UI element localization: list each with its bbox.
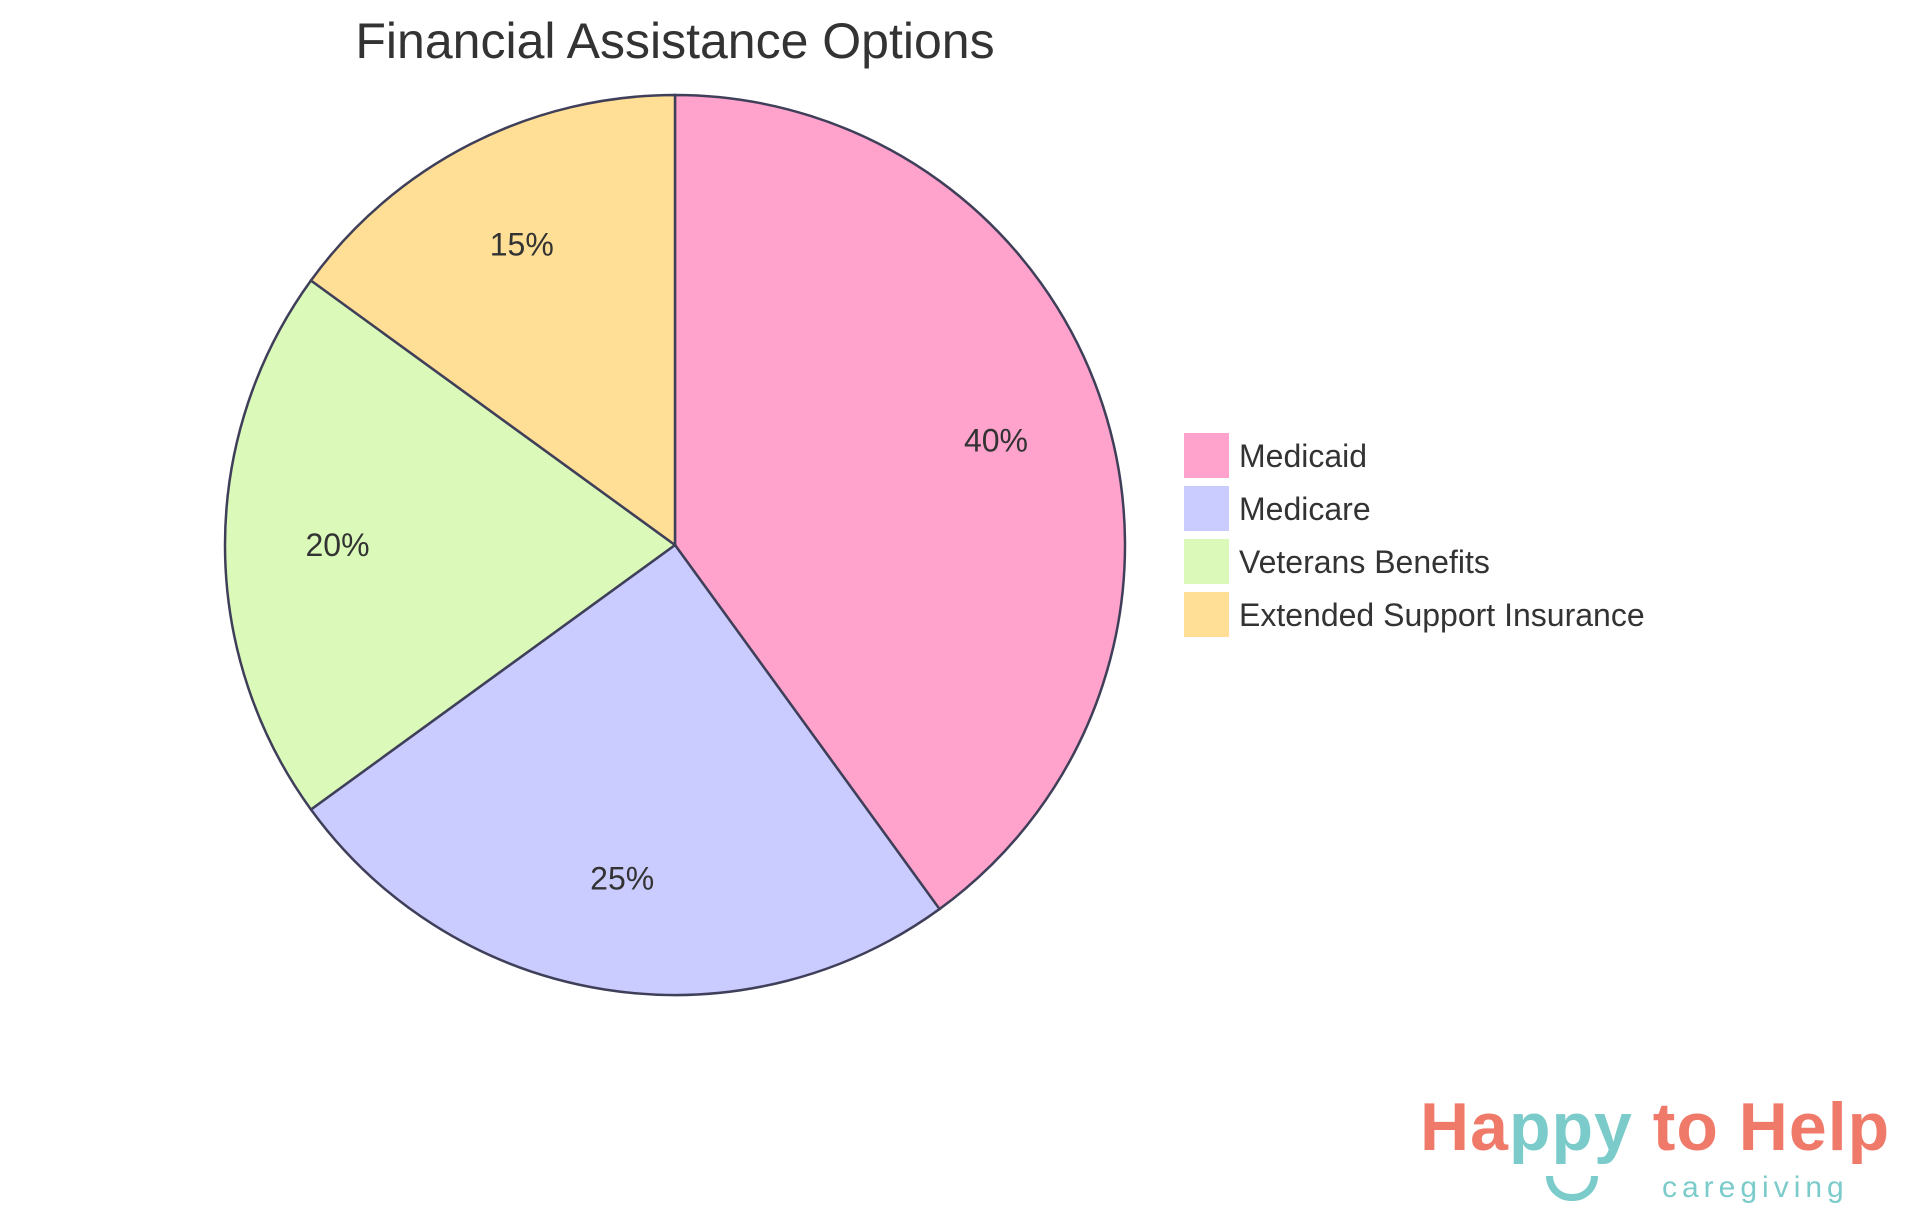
- smile-icon: [1546, 1176, 1598, 1201]
- slice-label: 25%: [590, 860, 654, 896]
- logo-text-teal: ppy: [1508, 1089, 1633, 1165]
- legend-label: Extended Support Insurance: [1239, 596, 1645, 633]
- chart-legend: Medicaid Medicare Veterans Benefits Exte…: [1184, 433, 1645, 645]
- slice-label: 40%: [964, 423, 1028, 459]
- legend-item-medicare: Medicare: [1184, 486, 1645, 531]
- slice-label: 15%: [490, 226, 554, 262]
- pie-slice-extended-support-insurance: [309, 93, 677, 548]
- legend-swatch: [1184, 433, 1229, 478]
- legend-label: Medicare: [1239, 490, 1371, 527]
- legend-item-medicaid: Medicaid: [1184, 433, 1645, 478]
- pie-slice-medicare: [309, 543, 942, 997]
- legend-label: Veterans Benefits: [1239, 543, 1490, 580]
- pie-slice-veterans-benefits: [223, 278, 678, 812]
- logo-wordmark: Happy to Help: [1420, 1092, 1890, 1162]
- logo-text: Ha: [1420, 1089, 1509, 1165]
- legend-swatch: [1184, 592, 1229, 637]
- legend-label: Medicaid: [1239, 437, 1368, 474]
- legend-item-extended-support-insurance: Extended Support Insurance: [1184, 592, 1645, 637]
- slice-label: 20%: [305, 527, 369, 563]
- legend-swatch: [1184, 486, 1229, 531]
- chart-title: Financial Assistance Options: [355, 13, 994, 69]
- pie-slice-medicaid: [673, 93, 1127, 911]
- happy-to-help-logo: Happy to Help caregiving: [1420, 1092, 1910, 1210]
- logo-text: to Help: [1632, 1089, 1891, 1165]
- legend-item-veterans-benefits: Veterans Benefits: [1184, 539, 1645, 584]
- legend-swatch: [1184, 539, 1229, 584]
- logo-subtitle: caregiving: [1662, 1171, 1849, 1204]
